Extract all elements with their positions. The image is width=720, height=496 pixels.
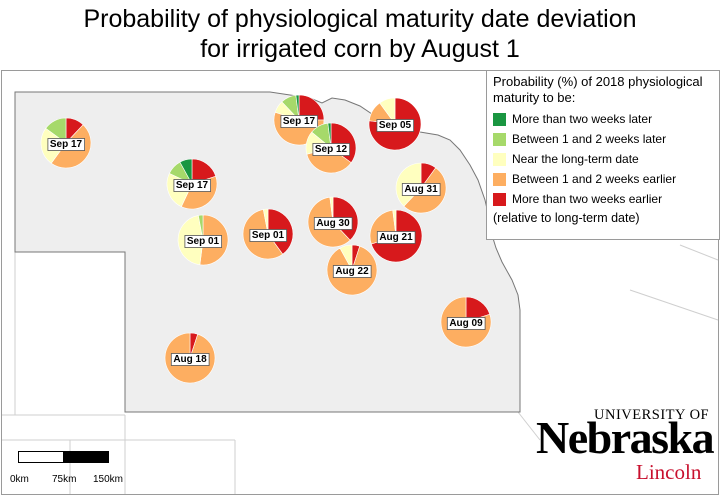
- scale-bar: [18, 451, 109, 465]
- pie-slice: [179, 158, 193, 185]
- logo-nebraska-text: Nebraska: [536, 412, 715, 463]
- pie-site: Aug 30: [307, 196, 359, 248]
- pie-site: Sep 01: [177, 214, 229, 266]
- pie-date-label: Aug 31: [404, 184, 438, 195]
- legend-swatch: [493, 192, 506, 206]
- legend-note: (relative to long-term date): [493, 211, 640, 225]
- pie-label-box: [313, 217, 353, 230]
- legend-swatch: [493, 152, 506, 166]
- pie-slice: [262, 208, 269, 235]
- pie-site: Aug 18: [164, 332, 216, 384]
- pie-slice: [329, 196, 334, 223]
- pie-site: Sep 12: [305, 122, 357, 174]
- pie-label-box: [184, 235, 222, 248]
- pie-label-box: [173, 179, 211, 192]
- scale-label-0: 0km: [10, 474, 29, 485]
- legend-item-much-later: More than two weeks later: [493, 109, 713, 129]
- scale-bar-segment-black: [63, 451, 109, 463]
- pie-site: Aug 09: [440, 296, 492, 348]
- legend-item-earlier: Between 1 and 2 weeks earlier: [493, 169, 713, 189]
- pie-slice: [295, 94, 300, 121]
- pie-date-label: Sep 01: [187, 236, 220, 247]
- pie-label-box: [376, 119, 414, 132]
- legend-item-much-earlier: More than two weeks earlier: [493, 189, 713, 209]
- scale-label-75: 75km: [52, 474, 77, 485]
- pie-label-box: [446, 317, 486, 330]
- map-title-line-2: for irrigated corn by August 1: [200, 35, 520, 63]
- legend-item-later: Between 1 and 2 weeks later: [493, 129, 713, 149]
- pie-label-box: [249, 229, 287, 242]
- logo-university-text: UNIVERSITY OF: [594, 407, 710, 423]
- logo-lincoln-text: Lincoln: [636, 460, 702, 484]
- pie-date-label: Aug 30: [316, 218, 350, 229]
- pie-site: Sep 01: [242, 208, 294, 260]
- pie-label-box: [280, 115, 318, 128]
- pie-label-box: [312, 143, 350, 156]
- pie-site: Sep 05: [368, 97, 422, 151]
- pie-date-label: Sep 17: [50, 139, 83, 150]
- pie-slice: [440, 296, 492, 348]
- map-title: Probability of physiological maturity da…: [0, 4, 720, 64]
- pie-date-label: Aug 21: [379, 232, 413, 243]
- pie-slice: [379, 97, 396, 125]
- pie-slice: [327, 122, 332, 149]
- legend-label: Between 1 and 2 weeks earlier: [512, 172, 677, 186]
- pie-date-label: Sep 17: [176, 180, 209, 191]
- map-title-line-1: Probability of physiological maturity da…: [83, 5, 637, 33]
- legend-label: More than two weeks later: [512, 112, 653, 126]
- pie-date-label: Sep 01: [252, 230, 285, 241]
- pie-site: Aug 21: [369, 209, 423, 263]
- scale-label-150: 150km: [93, 474, 124, 485]
- pie-date-label: Sep 12: [315, 144, 348, 155]
- pie-site: Aug 22: [326, 244, 378, 296]
- legend-title: Probability (%) of 2018 physiological ma…: [493, 74, 703, 105]
- legend-label: More than two weeks earlier: [512, 192, 663, 206]
- pie-date-label: Sep 05: [379, 120, 412, 131]
- pie-label-box: [401, 183, 441, 196]
- legend-swatch: [493, 172, 506, 186]
- pie-slice: [392, 209, 397, 237]
- legend-swatch: [493, 112, 506, 126]
- legend-swatch: [493, 132, 506, 146]
- legend-label: Near the long-term date: [512, 152, 639, 166]
- pie-slice: [298, 94, 325, 121]
- university-logo: UNIVERSITY OF Nebraska Lincoln: [536, 404, 716, 492]
- pie-label-box: [376, 231, 416, 244]
- pie-date-label: Aug 09: [449, 318, 483, 329]
- scale-bar-segment-white: [18, 451, 64, 463]
- pie-date-label: Sep 17: [283, 116, 316, 127]
- pie-label-box: [47, 138, 86, 151]
- pie-site: Sep 17: [166, 158, 218, 210]
- pie-site: Aug 31: [395, 162, 447, 214]
- pie-label-box: [170, 353, 210, 366]
- legend-label: Between 1 and 2 weeks later: [512, 132, 667, 146]
- legend-item-near-normal: Near the long-term date: [493, 149, 713, 169]
- pie-date-label: Aug 22: [335, 266, 369, 277]
- pie-date-label: Aug 18: [173, 354, 207, 365]
- pie-label-box: [332, 265, 372, 278]
- pie-slice: [45, 117, 67, 144]
- pie-slice: [197, 214, 204, 241]
- pie-slice: [339, 244, 353, 271]
- pie-site: Sep 17: [40, 117, 92, 169]
- legend: Probability (%) of 2018 physiological ma…: [486, 70, 720, 240]
